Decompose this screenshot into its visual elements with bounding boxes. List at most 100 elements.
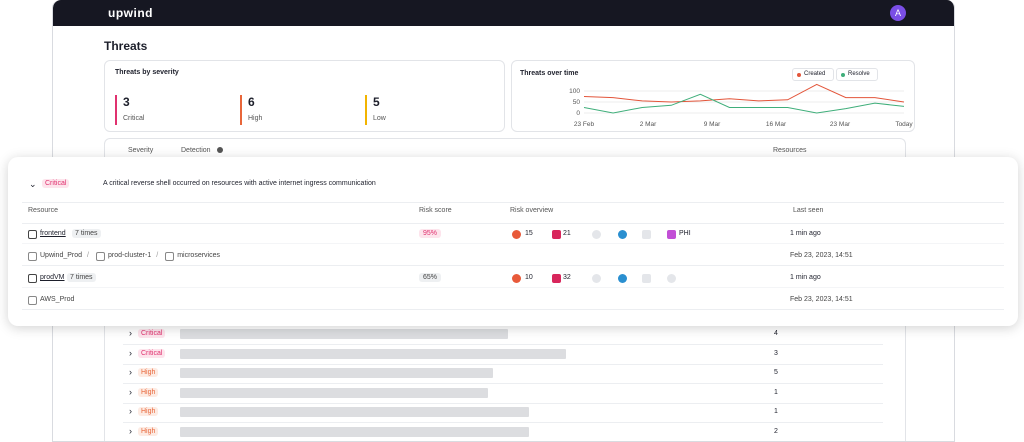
vuln-count: 10 <box>525 274 533 281</box>
expand-chevron[interactable]: › <box>129 328 132 338</box>
resource-count: 1 <box>774 388 778 396</box>
legend-dot <box>841 73 845 77</box>
x-tick-label: 23 Feb <box>574 121 595 128</box>
placeholder-bar <box>180 387 488 398</box>
time-card: Threats over time 0 50 100 23 Feb 2 Mar 9 Mar… <box>511 60 915 132</box>
path-icon <box>96 252 106 261</box>
count-badge: 7 times <box>72 229 101 238</box>
row-divider <box>22 243 1004 244</box>
card-title: Threats over time <box>520 70 579 77</box>
row-divider <box>123 344 883 345</box>
detected-date: Feb 23, 2023, 14:51 <box>790 252 853 259</box>
expand-chevron[interactable]: › <box>129 426 132 436</box>
severity-label: High <box>248 115 263 122</box>
resource-icon <box>28 274 37 283</box>
severity-label: High <box>138 368 159 378</box>
path-segment: prod-cluster-1 <box>108 252 152 259</box>
threat-count: 32 <box>563 274 571 281</box>
path-icon <box>165 252 175 261</box>
status-icon <box>592 274 601 283</box>
path-separator: / <box>87 252 89 259</box>
severity-bar <box>240 95 242 125</box>
resource-count: 3 <box>774 349 778 357</box>
column-header: Resource <box>28 207 58 214</box>
expand-chevron[interactable]: › <box>129 386 132 397</box>
logo: upwind <box>108 6 153 20</box>
line-chart: 0 50 100 23 Feb 2 Mar 9 Mar 16 Mar 23 Mar Today <box>569 83 913 128</box>
cloud-icon <box>618 230 627 239</box>
vuln-icon <box>512 274 521 283</box>
severity-label: Low <box>373 115 386 122</box>
path-segment: microservices <box>177 252 221 259</box>
placeholder-bar <box>180 368 493 379</box>
vuln-icon <box>512 230 521 239</box>
placeholder-bar <box>180 329 508 339</box>
column-header: Detection <box>181 147 211 154</box>
tag-label: PHI <box>679 230 691 237</box>
info-icon[interactable] <box>217 147 223 153</box>
column-header: Risk score <box>419 207 452 214</box>
expand-chevron[interactable]: › <box>129 347 132 358</box>
detected-date: Feb 23, 2023, 14:51 <box>790 296 853 303</box>
placeholder-bar <box>180 407 529 418</box>
x-tick-label: 23 Mar <box>830 121 851 128</box>
column-header: Resources <box>773 147 807 154</box>
resource-count: 5 <box>774 369 778 377</box>
x-tick-label: 16 Mar <box>766 121 787 128</box>
path-icon <box>28 296 37 305</box>
severity-bar <box>365 95 367 125</box>
legend-label: Created <box>804 71 826 77</box>
grid-icon <box>642 230 651 239</box>
row-divider <box>123 383 883 385</box>
severity-badge: Critical <box>42 179 70 188</box>
resource-name[interactable]: frontend <box>40 230 66 237</box>
tag-icon <box>667 230 676 239</box>
expand-chevron[interactable]: › <box>129 367 132 378</box>
severity-label: Critical <box>138 329 166 338</box>
status-icon <box>592 230 601 239</box>
row-divider <box>22 265 1004 266</box>
resource-icon <box>28 230 37 239</box>
page-title: Threats <box>104 39 148 53</box>
row-divider <box>22 309 1004 310</box>
severity-label: Critical <box>138 348 166 358</box>
top-bar: upwind A <box>53 0 954 26</box>
severity-label: Critical <box>123 115 145 122</box>
grid-icon <box>642 274 651 283</box>
path-segment: AWS_Prod <box>40 296 75 303</box>
legend-label: Resolve <box>848 71 870 77</box>
legend-dot <box>797 73 801 77</box>
description: A critical reverse shell occurred on res… <box>103 180 376 187</box>
severity-count: 3 <box>123 95 130 109</box>
resource-count: 2 <box>774 428 778 435</box>
threat-icon <box>552 274 561 283</box>
path-icon <box>28 252 37 261</box>
path-separator: / <box>156 252 159 259</box>
row-divider <box>123 422 883 424</box>
threat-icon <box>552 230 561 239</box>
tag-icon <box>667 274 676 283</box>
resource-name[interactable]: prodVM <box>40 274 65 281</box>
y-tick-label: 100 <box>569 88 580 95</box>
series-line <box>583 83 905 103</box>
legend-item: Resolve <box>836 68 878 81</box>
collapse-chevron[interactable]: ⌄ <box>29 179 37 189</box>
row-divider <box>22 287 1004 288</box>
x-tick-label: 9 Mar <box>704 121 721 128</box>
column-header: Severity <box>128 147 154 154</box>
placeholder-bar <box>180 348 566 359</box>
card-title: Threats by severity <box>115 69 179 76</box>
resource-count: 4 <box>774 330 778 337</box>
expand-chevron[interactable]: › <box>129 406 132 417</box>
avatar[interactable]: A <box>890 5 906 21</box>
x-tick-label: Today <box>895 121 913 128</box>
cloud-icon <box>618 274 627 283</box>
risk-score: 95% <box>419 229 442 238</box>
severity-label: High <box>138 407 159 417</box>
row-divider <box>123 363 883 365</box>
legend-item: Created <box>792 68 834 81</box>
threat-count: 21 <box>563 230 571 237</box>
risk-score: 65% <box>419 273 442 282</box>
severity-count: 6 <box>248 95 255 109</box>
